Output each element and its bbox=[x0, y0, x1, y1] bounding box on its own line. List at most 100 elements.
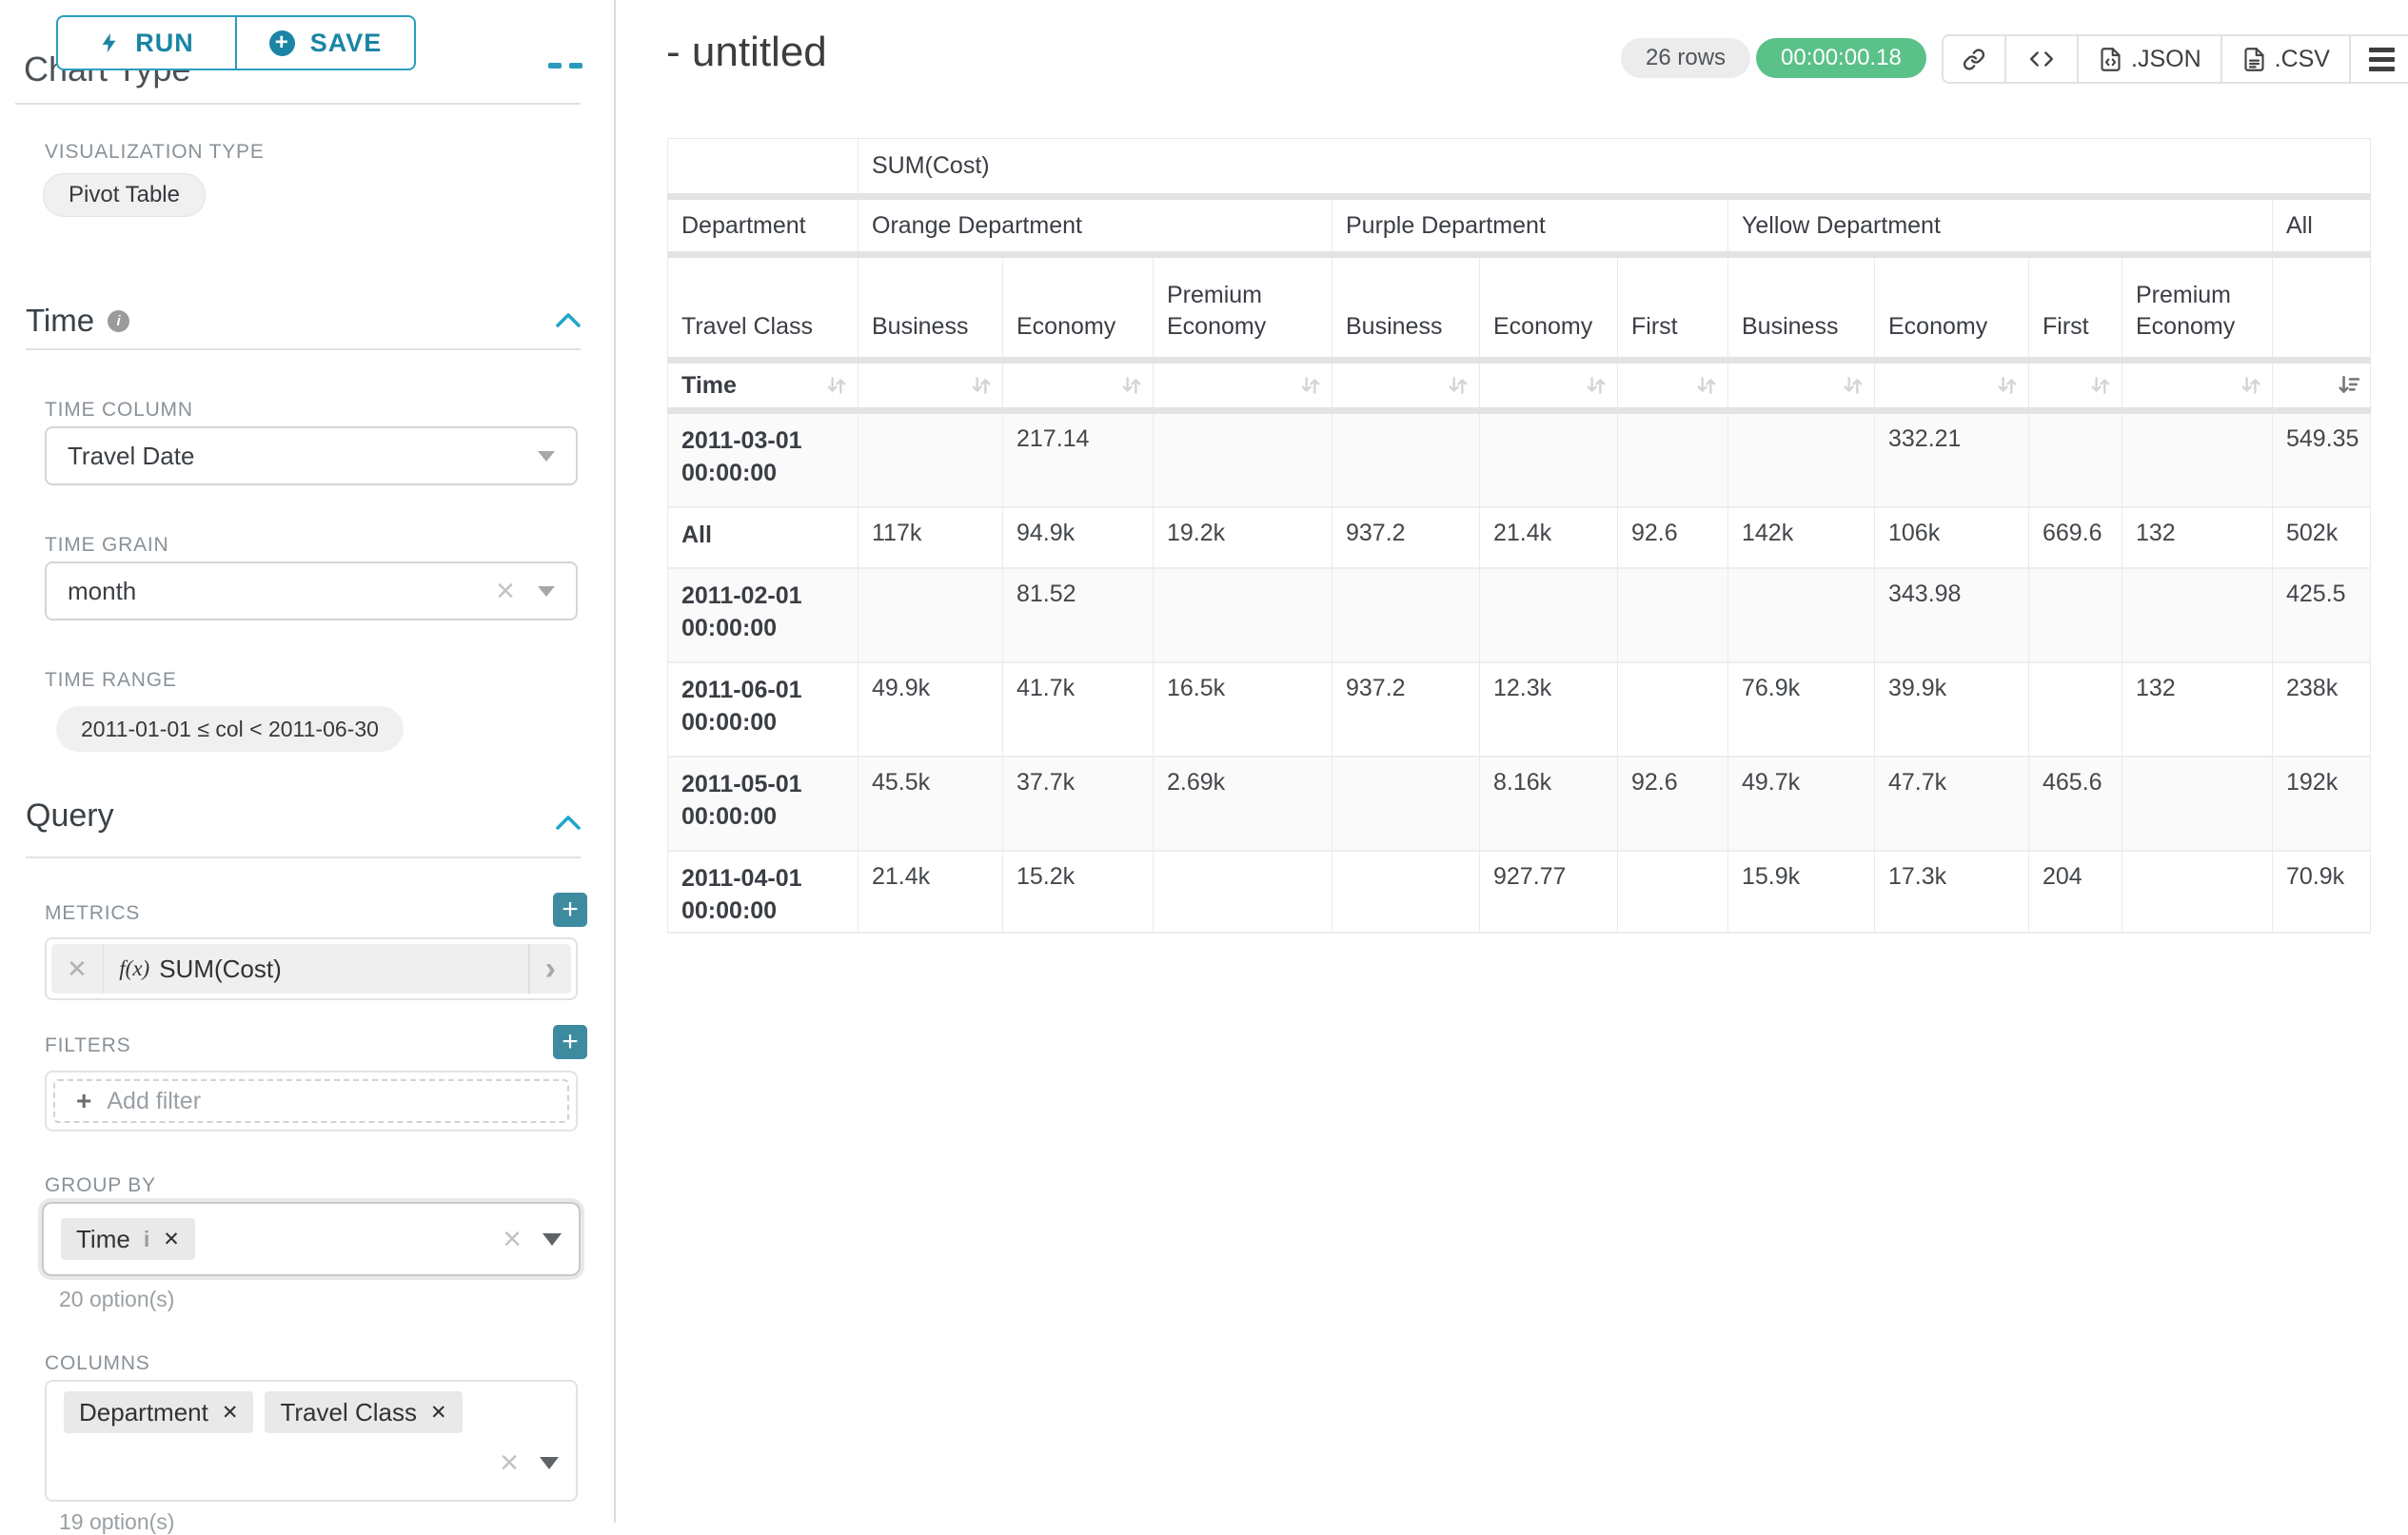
remove-tag-icon[interactable]: ✕ bbox=[429, 1401, 447, 1424]
time-range-pill[interactable]: 2011-01-01 ≤ col < 2011-06-30 bbox=[56, 706, 404, 752]
run-button[interactable]: RUN bbox=[58, 17, 235, 69]
add-filter-button[interactable]: + Add filter bbox=[53, 1079, 569, 1123]
chevron-up-icon[interactable] bbox=[556, 312, 581, 327]
sort-header-cell[interactable] bbox=[1874, 360, 2029, 414]
remove-tag-icon[interactable]: ✕ bbox=[163, 1228, 180, 1250]
add-filter-label: Add filter bbox=[107, 1087, 202, 1114]
chevron-down-icon bbox=[538, 450, 555, 462]
cell-value: 343.98 bbox=[1888, 581, 1962, 607]
selected-value-tag[interactable]: Travel Class ✕ bbox=[265, 1391, 463, 1433]
save-button[interactable]: + SAVE bbox=[235, 17, 414, 69]
cell-value: 425.5 bbox=[2286, 581, 2346, 607]
data-cell: 2.69k bbox=[1153, 757, 1332, 852]
time-section-label: Time bbox=[26, 303, 95, 338]
filters-container: + Add filter bbox=[45, 1071, 578, 1132]
time-column-select[interactable]: Travel Date bbox=[45, 426, 578, 485]
query-section-title: Query bbox=[26, 797, 114, 835]
cell-value: 669.6 bbox=[2043, 520, 2102, 546]
more-menu-button[interactable] bbox=[2348, 36, 2408, 82]
group-by-options-hint: 20 option(s) bbox=[59, 1287, 175, 1311]
column-header-cell: Economy bbox=[1874, 254, 2029, 364]
add-metric-button[interactable]: + bbox=[553, 893, 587, 927]
data-cell: 937.2 bbox=[1332, 507, 1480, 569]
data-cell bbox=[1332, 568, 1480, 663]
clear-icon[interactable]: × bbox=[503, 1221, 522, 1257]
plus-circle-icon: + bbox=[268, 30, 295, 56]
cell-value: 238k bbox=[2286, 675, 2339, 701]
sort-icon bbox=[1449, 377, 1468, 394]
sort-header-cell[interactable] bbox=[1479, 360, 1618, 414]
remove-tag-icon[interactable]: ✕ bbox=[221, 1401, 239, 1424]
share-link-button[interactable] bbox=[1944, 36, 2004, 82]
column-group-cell: Purple Department bbox=[1332, 196, 1728, 258]
sort-header-cell-active[interactable] bbox=[2272, 360, 2371, 414]
sort-header-cell[interactable] bbox=[858, 360, 1003, 414]
add-filter-plus-button[interactable]: + bbox=[553, 1025, 587, 1059]
clear-icon[interactable]: × bbox=[500, 1445, 519, 1481]
cell-value: 217.14 bbox=[1016, 425, 1090, 452]
data-cell: 21.4k bbox=[1479, 507, 1618, 569]
data-cell: 192k bbox=[2272, 757, 2371, 852]
data-cell: 49.7k bbox=[1727, 757, 1875, 852]
table-row: 2011-05-01 00:00:00 45.5k 37.7k 2.69k 8.16k 92… bbox=[667, 757, 2371, 852]
export-csv-button[interactable]: .CSV bbox=[2220, 36, 2349, 82]
sort-header-cell[interactable] bbox=[1332, 360, 1480, 414]
time-grain-select[interactable]: month × bbox=[45, 561, 578, 620]
data-cell: 17.3k bbox=[1874, 851, 2029, 934]
columns-select[interactable]: Department ✕ Travel Class ✕ × bbox=[45, 1380, 578, 1502]
sort-header-cell[interactable]: Time bbox=[667, 360, 859, 414]
data-cell bbox=[1153, 568, 1332, 663]
export-json-button[interactable]: .JSON bbox=[2077, 36, 2220, 82]
run-button-label: RUN bbox=[135, 28, 194, 57]
clear-icon[interactable]: × bbox=[496, 573, 515, 609]
divider bbox=[102, 944, 105, 994]
column-axis-label: Department bbox=[667, 196, 859, 258]
data-cell: 106k bbox=[1874, 507, 2029, 569]
row-header-label: 2011-02-01 00:00:00 bbox=[681, 582, 802, 641]
data-cell bbox=[1153, 410, 1332, 508]
remove-metric-icon[interactable]: ✕ bbox=[67, 954, 88, 983]
cell-value: 19.2k bbox=[1167, 520, 1226, 546]
info-icon[interactable]: i bbox=[108, 309, 130, 332]
selected-value-tag[interactable]: Time i ✕ bbox=[61, 1218, 195, 1260]
data-cell: 927.77 bbox=[1479, 851, 1618, 934]
sort-header-cell[interactable] bbox=[2028, 360, 2122, 414]
sort-header-cell[interactable] bbox=[1727, 360, 1875, 414]
metric-pill[interactable]: ✕ f(x) SUM(Cost) › bbox=[51, 944, 571, 994]
metrics-container: ✕ f(x) SUM(Cost) › bbox=[45, 937, 578, 1000]
sort-header-cell[interactable] bbox=[1617, 360, 1728, 414]
chevron-up-icon[interactable] bbox=[556, 815, 581, 830]
sort-header-cell[interactable] bbox=[1002, 360, 1154, 414]
sort-header-cell[interactable] bbox=[2122, 360, 2273, 414]
cell-value: 47.7k bbox=[1888, 769, 1947, 796]
time-grain-label: TIME GRAIN bbox=[45, 534, 169, 556]
data-cell: 19.2k bbox=[1153, 507, 1332, 569]
cell-value: 204 bbox=[2043, 863, 2082, 890]
sort-icon bbox=[1301, 377, 1320, 394]
file-code-icon bbox=[2101, 47, 2121, 71]
data-cell: 47.7k bbox=[1874, 757, 2029, 852]
dropdown-caret-icon[interactable] bbox=[543, 1232, 562, 1246]
info-icon[interactable]: i bbox=[143, 1226, 150, 1251]
data-cell: 669.6 bbox=[2028, 507, 2122, 569]
data-cell bbox=[2028, 410, 2122, 508]
data-cell: 204 bbox=[2028, 851, 2122, 934]
selected-value-tag[interactable]: Department ✕ bbox=[64, 1391, 254, 1433]
data-cell: 12.3k bbox=[1479, 662, 1618, 758]
time-column-value: Travel Date bbox=[68, 441, 195, 470]
filters-label: FILTERS bbox=[45, 1034, 131, 1056]
data-cell: 132 bbox=[2122, 662, 2273, 758]
sort-icon bbox=[1587, 377, 1606, 394]
dropdown-caret-icon[interactable] bbox=[540, 1456, 559, 1469]
data-cell bbox=[2028, 568, 2122, 663]
cell-value: 94.9k bbox=[1016, 520, 1076, 546]
tag-label: Travel Class bbox=[280, 1397, 417, 1427]
cell-value: 21.4k bbox=[1493, 520, 1552, 546]
cell-value: 8.16k bbox=[1493, 769, 1552, 796]
visualization-type-pill[interactable]: Pivot Table bbox=[43, 173, 206, 217]
view-query-button[interactable] bbox=[2004, 36, 2077, 82]
sort-header-cell[interactable] bbox=[1153, 360, 1332, 414]
chevron-right-icon[interactable]: › bbox=[544, 951, 556, 987]
group-by-select[interactable]: Time i ✕ × bbox=[42, 1202, 581, 1276]
chart-title[interactable]: - untitled bbox=[666, 29, 827, 75]
